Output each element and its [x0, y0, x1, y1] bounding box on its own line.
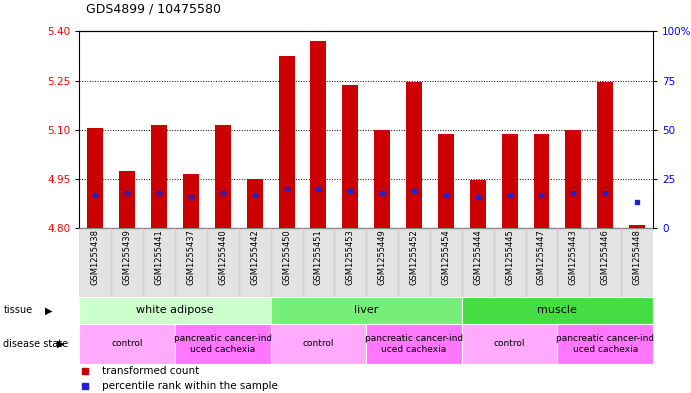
Bar: [215, 125, 231, 228]
Bar: [366, 228, 398, 297]
Bar: [271, 324, 366, 364]
Bar: [526, 228, 558, 297]
Bar: [310, 41, 326, 228]
Text: GSM1255452: GSM1255452: [410, 229, 419, 285]
Text: transformed count: transformed count: [102, 366, 200, 376]
Bar: [462, 324, 558, 364]
Bar: [247, 179, 263, 228]
Bar: [334, 228, 366, 297]
Text: GSM1255445: GSM1255445: [505, 229, 514, 285]
Bar: [558, 228, 589, 297]
Bar: [278, 56, 294, 228]
Text: GSM1255446: GSM1255446: [600, 229, 609, 285]
Bar: [271, 297, 462, 324]
Text: white adipose: white adipose: [136, 305, 214, 316]
Text: GSM1255444: GSM1255444: [473, 229, 482, 285]
Text: pancreatic cancer-ind
uced cachexia: pancreatic cancer-ind uced cachexia: [365, 334, 463, 354]
Text: ▶: ▶: [45, 305, 53, 316]
Text: GSM1255453: GSM1255453: [346, 229, 354, 285]
Text: GSM1255449: GSM1255449: [378, 229, 387, 285]
Text: GSM1255438: GSM1255438: [91, 229, 100, 285]
Text: tissue: tissue: [3, 305, 32, 316]
Bar: [502, 134, 518, 228]
Bar: [462, 297, 653, 324]
Bar: [375, 130, 390, 228]
Bar: [239, 228, 271, 297]
Bar: [79, 297, 271, 324]
Text: GSM1255443: GSM1255443: [569, 229, 578, 285]
Bar: [438, 134, 454, 228]
Bar: [207, 228, 239, 297]
Bar: [470, 180, 486, 228]
Bar: [366, 324, 462, 364]
Text: GSM1255454: GSM1255454: [442, 229, 451, 285]
Text: GSM1255448: GSM1255448: [632, 229, 641, 285]
Text: percentile rank within the sample: percentile rank within the sample: [102, 381, 278, 391]
Bar: [79, 324, 175, 364]
Bar: [406, 82, 422, 228]
Text: control: control: [303, 340, 334, 348]
Text: control: control: [111, 340, 143, 348]
Bar: [79, 228, 111, 297]
Bar: [151, 125, 167, 228]
Text: GSM1255451: GSM1255451: [314, 229, 323, 285]
Bar: [430, 228, 462, 297]
Bar: [303, 228, 334, 297]
Bar: [629, 225, 645, 228]
Bar: [533, 134, 549, 228]
Text: muscle: muscle: [538, 305, 578, 316]
Text: GSM1255439: GSM1255439: [123, 229, 132, 285]
Bar: [143, 228, 175, 297]
Text: GSM1255440: GSM1255440: [218, 229, 227, 285]
Bar: [342, 86, 358, 228]
Text: disease state: disease state: [3, 339, 68, 349]
Text: GDS4899 / 10475580: GDS4899 / 10475580: [86, 3, 221, 16]
Bar: [597, 82, 613, 228]
Bar: [175, 324, 271, 364]
Bar: [462, 228, 493, 297]
Bar: [621, 228, 653, 297]
Bar: [183, 174, 199, 228]
Bar: [120, 171, 135, 228]
Bar: [565, 130, 581, 228]
Bar: [175, 228, 207, 297]
Text: GSM1255450: GSM1255450: [282, 229, 291, 285]
Bar: [111, 228, 143, 297]
Bar: [398, 228, 430, 297]
Bar: [88, 128, 104, 228]
Bar: [271, 228, 303, 297]
Bar: [493, 228, 526, 297]
Text: control: control: [494, 340, 525, 348]
Bar: [589, 228, 621, 297]
Bar: [558, 324, 653, 364]
Text: GSM1255441: GSM1255441: [155, 229, 164, 285]
Text: pancreatic cancer-ind
uced cachexia: pancreatic cancer-ind uced cachexia: [556, 334, 654, 354]
Text: pancreatic cancer-ind
uced cachexia: pancreatic cancer-ind uced cachexia: [173, 334, 272, 354]
Text: GSM1255447: GSM1255447: [537, 229, 546, 285]
Text: ▶: ▶: [57, 339, 65, 349]
Text: GSM1255442: GSM1255442: [250, 229, 259, 285]
Text: GSM1255437: GSM1255437: [187, 229, 196, 285]
Text: liver: liver: [354, 305, 379, 316]
